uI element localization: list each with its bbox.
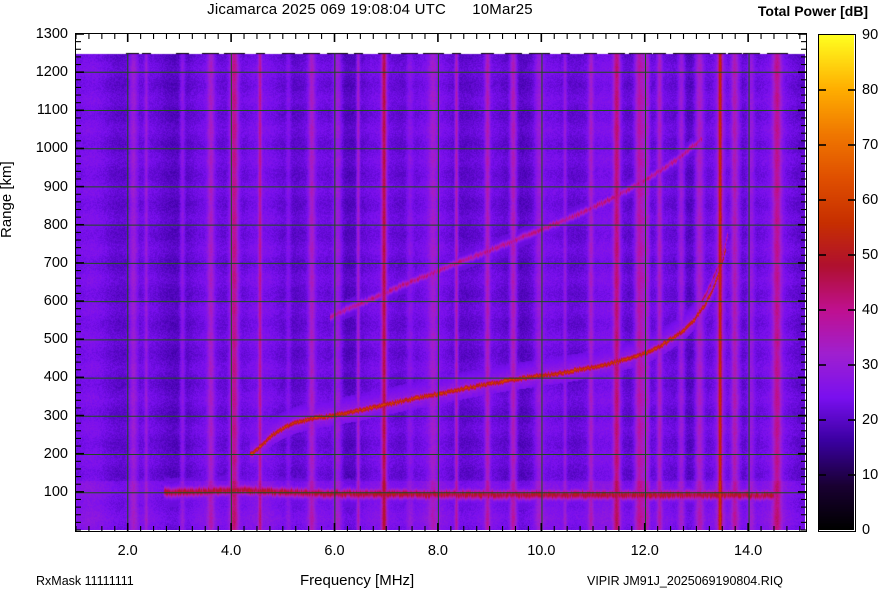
page-title: Jicamarca 2025 069 19:08:04 UTC 10Mar25: [207, 1, 533, 18]
colorbar: [818, 34, 856, 532]
y-tick-label: 1300: [35, 26, 68, 42]
colorbar-title: Total Power [dB]: [757, 3, 869, 19]
y-tick-label: 200: [43, 445, 68, 462]
x-tick-label: 2.0: [117, 543, 138, 559]
colorbar-tick-label: 10: [862, 467, 879, 483]
y-tick-label: 800: [43, 216, 68, 233]
y-tick-label: 300: [43, 407, 68, 424]
ionogram-heatmap-canvas: [76, 34, 805, 530]
colorbar-gradient: [819, 35, 854, 530]
colorbar-tick-label: 0: [862, 522, 871, 538]
y-tick-label: 600: [43, 293, 68, 310]
colorbar-tick-label: 50: [862, 247, 879, 263]
y-tick-label: 700: [43, 254, 68, 271]
x-axis-title: Frequency [MHz]: [300, 572, 415, 589]
colorbar-tick-label: 30: [862, 357, 879, 373]
colorbar-tick-label: 80: [862, 82, 879, 98]
y-tick-label: 400: [43, 369, 68, 386]
plot-gridlines: [76, 53, 806, 531]
x-tick-label: 4.0: [221, 543, 242, 559]
rxmask-label: RxMask 11111111: [36, 574, 134, 588]
y-tick-label: 1100: [36, 102, 68, 119]
ionogram-plot-area[interactable]: [75, 33, 807, 532]
vipir-file-label: VIPIR JM91J_2025069190804.RIQ: [587, 574, 783, 588]
colorbar-tick-label: 70: [862, 137, 879, 153]
y-tick-label: 500: [43, 331, 68, 348]
y-tick-label: 1200: [35, 64, 68, 81]
x-tick-label: 8.0: [427, 543, 448, 559]
y-tick-label: 100: [43, 483, 68, 500]
colorbar-tick-label: 20: [862, 412, 879, 428]
y-tick-label: 900: [43, 178, 68, 195]
x-tick-label: 6.0: [324, 543, 345, 559]
x-tick-label: 10.0: [527, 543, 556, 559]
colorbar-tick-label: 90: [862, 27, 879, 43]
x-tick-label: 12.0: [630, 543, 659, 559]
colorbar-tick-label: 40: [862, 302, 879, 318]
colorbar-tick-label: 60: [862, 192, 879, 208]
x-tick-label: 14.0: [734, 543, 763, 559]
y-tick-label: 1000: [35, 140, 68, 157]
